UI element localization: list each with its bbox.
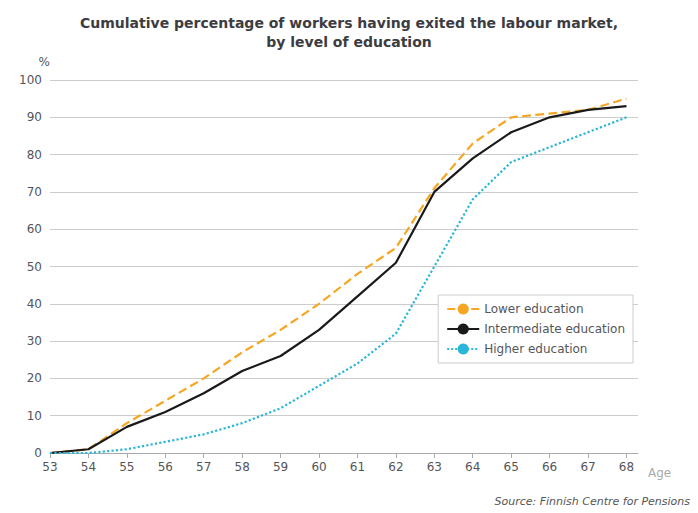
- svg-text:50: 50: [27, 260, 42, 274]
- svg-text:Intermediate education: Intermediate education: [484, 322, 625, 336]
- svg-text:90: 90: [27, 110, 42, 124]
- svg-text:68: 68: [619, 460, 634, 474]
- svg-text:60: 60: [311, 460, 326, 474]
- svg-text:Higher education: Higher education: [484, 342, 587, 356]
- svg-text:65: 65: [504, 460, 519, 474]
- svg-text:Age: Age: [648, 466, 671, 480]
- svg-text:66: 66: [542, 460, 557, 474]
- svg-text:58: 58: [235, 460, 250, 474]
- svg-text:20: 20: [27, 371, 42, 385]
- svg-text:59: 59: [273, 460, 288, 474]
- svg-text:63: 63: [427, 460, 442, 474]
- svg-text:80: 80: [27, 148, 42, 162]
- svg-text:by level of education: by level of education: [266, 34, 432, 50]
- svg-text:62: 62: [388, 460, 403, 474]
- svg-text:70: 70: [27, 185, 42, 199]
- svg-text:100: 100: [19, 73, 42, 87]
- svg-text:Lower education: Lower education: [484, 302, 583, 316]
- svg-text:57: 57: [196, 460, 211, 474]
- svg-text:30: 30: [27, 334, 42, 348]
- svg-text:0: 0: [34, 446, 42, 460]
- svg-text:10: 10: [27, 409, 42, 423]
- svg-text:Cumulative percentage of worke: Cumulative percentage of workers having …: [80, 15, 618, 31]
- svg-text:67: 67: [580, 460, 595, 474]
- svg-text:64: 64: [465, 460, 480, 474]
- svg-text:%: %: [39, 55, 50, 69]
- svg-text:60: 60: [27, 222, 42, 236]
- svg-text:55: 55: [119, 460, 134, 474]
- svg-text:54: 54: [81, 460, 96, 474]
- svg-text:56: 56: [158, 460, 173, 474]
- svg-text:Source: Finnish Centre for Pen: Source: Finnish Centre for Pensions: [494, 495, 690, 508]
- svg-text:40: 40: [27, 297, 42, 311]
- svg-text:53: 53: [42, 460, 57, 474]
- svg-text:61: 61: [350, 460, 365, 474]
